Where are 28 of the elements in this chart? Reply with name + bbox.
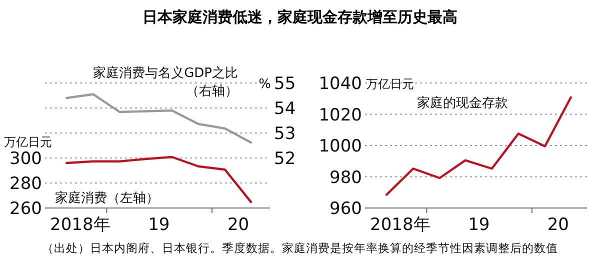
text: 日本家庭消费低迷，家庭现金存款增至历史最高 [142,8,458,26]
y-tick-label: 1020 [318,105,362,126]
y2-axis-title: % [258,77,271,92]
y-tick-label: 280 [10,174,42,194]
x-tick-label: 2018年 [50,215,110,235]
y-tick-label: 300 [10,149,42,169]
x-tick-label: 20 [547,215,569,235]
y2-tick-label: 54 [274,99,296,119]
y-tick-label: 260 [10,199,42,219]
x-tick-label: 19 [148,215,170,235]
line-series [386,96,572,196]
y-tick-label: 960 [330,199,362,219]
y2-tick-label: 53 [274,124,296,144]
y-axis-title: 万亿日元 [4,135,52,149]
line-series [66,156,252,204]
y-axis-title: 万亿日元 [366,77,414,91]
series-label: 家庭的现金存款 [417,95,508,111]
y-tick-label: 980 [330,168,362,188]
x-tick-label: 2018年 [370,215,430,235]
y-tick-label: 1040 [318,74,362,94]
text: 家庭消费（左轴） [55,190,159,206]
series-label: 家庭消费与名义GDP之比（右轴） [93,65,238,99]
x-tick-label: 19 [468,215,490,235]
x-tick-label: 20 [227,215,250,235]
y2-tick-label: 52 [274,149,296,169]
y2-tick-label: 55 [274,74,296,94]
text: （出处）日本内阁府、日本银行。季度数据。家庭消费是按年率换算的经季节性因素调整后的数值 [42,241,558,255]
y-tick-label: 1000 [318,136,362,156]
